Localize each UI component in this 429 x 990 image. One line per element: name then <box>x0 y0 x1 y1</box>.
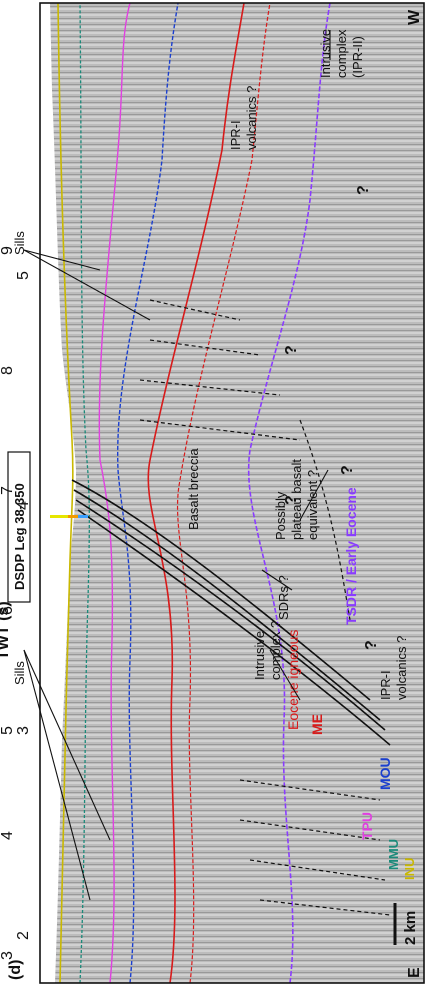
fault-solid-2 <box>73 489 381 721</box>
question-mark-4: ? <box>363 640 380 650</box>
scale-bar-label: 2 km <box>402 911 419 945</box>
water-column <box>40 3 76 983</box>
outer-tick-7: 7 <box>0 486 16 495</box>
annotation-iprl-top: IPR-I volcanics ? <box>378 636 409 700</box>
outer-tick-4: 4 <box>0 831 16 840</box>
outer-tick-9: 9 <box>0 246 16 255</box>
annotation-iprl-bottom-line1: IPR-I <box>228 120 243 150</box>
annotation-intrusive-bottom: Intrusive complex (IPR-II) <box>318 29 365 78</box>
fault-dashed-8 <box>259 899 391 916</box>
inner-tick-5: 5 <box>15 271 32 280</box>
faults <box>71 299 391 916</box>
horizon-eocene-igneous <box>176 3 271 983</box>
annotation-iprl-bottom: IPR-I volcanics ? <box>228 86 259 150</box>
east-label: E <box>406 967 423 978</box>
inner-tick-4: 4 <box>15 501 32 510</box>
label-inu: INU <box>402 858 417 880</box>
axis-title: TWT (s) <box>0 601 12 660</box>
question-mark-2: ? <box>283 495 300 505</box>
horizons <box>57 3 331 983</box>
annotation-iprl-bottom-line2: volcanics ? <box>244 86 259 150</box>
fault-solid-3 <box>75 499 386 731</box>
horizon-tpu <box>98 3 131 983</box>
horizon-inu <box>57 3 74 983</box>
annotation-sills-bottom: Sills <box>12 231 27 255</box>
horizon-tsdr <box>247 3 331 983</box>
well-label-box <box>7 451 31 603</box>
fault-dashed-4 <box>139 419 301 441</box>
annotation-iprl-top-line2: volcanics ? <box>394 636 409 700</box>
question-mark-3: ? <box>339 465 356 475</box>
question-mark-1: ? <box>283 345 300 355</box>
fault-dashed-3 <box>139 379 281 396</box>
inner-tick-2: 2 <box>15 931 32 940</box>
annotation-plateau-line3: equivalent ? <box>305 470 320 540</box>
outer-tick-3: 3 <box>0 951 16 960</box>
well-marker: DSDP Leg 38-350 <box>7 451 88 603</box>
outer-tick-6: 6 <box>0 606 16 615</box>
twt-axis: (d) TWT (s) 2 3 4 5 3 4 5 6 7 8 9 <box>0 246 32 980</box>
axis-panel-label: (d) <box>7 960 24 980</box>
fault-dashed-1 <box>149 299 241 321</box>
fault-dashed-5 <box>239 779 381 801</box>
annotation-sdrs: SDRs ? <box>276 575 291 620</box>
question-marks: ? ? ? ? ? <box>283 185 380 650</box>
fault-solid-1 <box>71 479 371 701</box>
west-label: W <box>406 9 423 25</box>
fault-dashed-9 <box>299 419 351 621</box>
horizon-me <box>147 3 245 983</box>
annotation-intrusive-bottom-line1: Intrusive <box>318 29 333 78</box>
horizon-mou <box>116 3 179 983</box>
label-me: ME <box>309 714 325 735</box>
label-mou: MOU <box>377 757 393 790</box>
scale-bar: 2 km <box>393 903 419 945</box>
outer-tick-5: 5 <box>0 726 16 735</box>
inner-tick-3: 3 <box>15 726 32 735</box>
label-eocene-igneous: Eocene igneous <box>285 630 301 730</box>
well-label: DSDP Leg 38-350 <box>12 483 27 590</box>
label-tsdr: TSDR / Early Eocene <box>343 487 359 625</box>
plot-frame <box>39 2 425 984</box>
seismic-panel <box>40 3 424 983</box>
annotation-basalt-breccia: Basalt breccia <box>186 448 201 530</box>
annotation-intrusive-bottom-line2: complex <box>334 29 349 78</box>
annotation-intrusive-bottom-line3: (IPR-II) <box>350 36 365 78</box>
horizon-mmu <box>79 3 90 983</box>
annotation-arrows <box>23 30 331 901</box>
annotation-plateau-line1: Possibly <box>273 491 288 540</box>
annotation-iprl-top-line1: IPR-I <box>378 670 393 700</box>
fault-dashed-6 <box>239 819 381 841</box>
label-tpu: TPU <box>359 812 375 840</box>
fault-dashed-2 <box>149 339 261 356</box>
outer-tick-8: 8 <box>0 366 16 375</box>
fault-solid-4 <box>77 509 391 746</box>
question-mark-5: ? <box>355 185 372 195</box>
fault-dashed-7 <box>249 859 386 881</box>
annotation-sills-top: Sills <box>12 661 27 685</box>
label-mmu: MMU <box>386 839 401 870</box>
annotation-intrusive-top-line1: Intrusive <box>252 631 267 680</box>
